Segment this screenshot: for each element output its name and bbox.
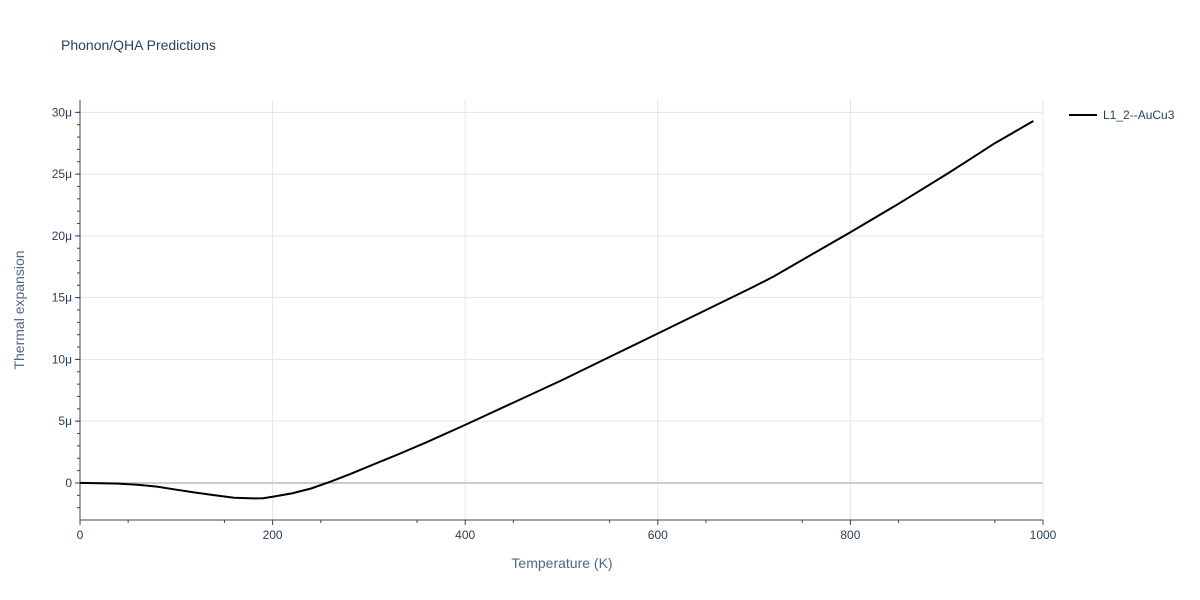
gridlines	[80, 100, 1044, 520]
x-axis-title: Temperature (K)	[511, 555, 612, 571]
x-tick-label: 800	[840, 528, 860, 542]
y-tick-label: 30μ	[52, 105, 72, 119]
y-tick-label: 25μ	[52, 167, 72, 181]
axes	[79, 100, 1043, 521]
x-axis-ticks: 0 200 400 600 800 1000	[77, 520, 1057, 542]
x-tick-label: 200	[263, 528, 283, 542]
x-tick-label: 0	[77, 528, 84, 542]
chart-title: Phonon/QHA Predictions	[61, 37, 216, 53]
plot-area	[79, 120, 1034, 500]
y-tick-label: 0	[65, 476, 72, 490]
y-tick-label: 20μ	[52, 229, 72, 243]
y-axis-title: Thermal expansion	[11, 250, 27, 369]
legend[interactable]: L1_2--AuCu3	[1069, 108, 1175, 122]
x-tick-label: 1000	[1030, 528, 1057, 542]
legend-label: L1_2--AuCu3	[1103, 108, 1175, 122]
y-tick-label: 15μ	[52, 291, 72, 305]
series-line-0	[79, 120, 1034, 500]
y-tick-label: 5μ	[58, 414, 72, 428]
x-tick-label: 600	[648, 528, 668, 542]
x-tick-label: 400	[455, 528, 475, 542]
y-tick-label: 10μ	[52, 352, 72, 366]
y-axis-ticks: 0 5μ 10μ 15μ 20μ 25μ 30μ	[52, 105, 80, 509]
